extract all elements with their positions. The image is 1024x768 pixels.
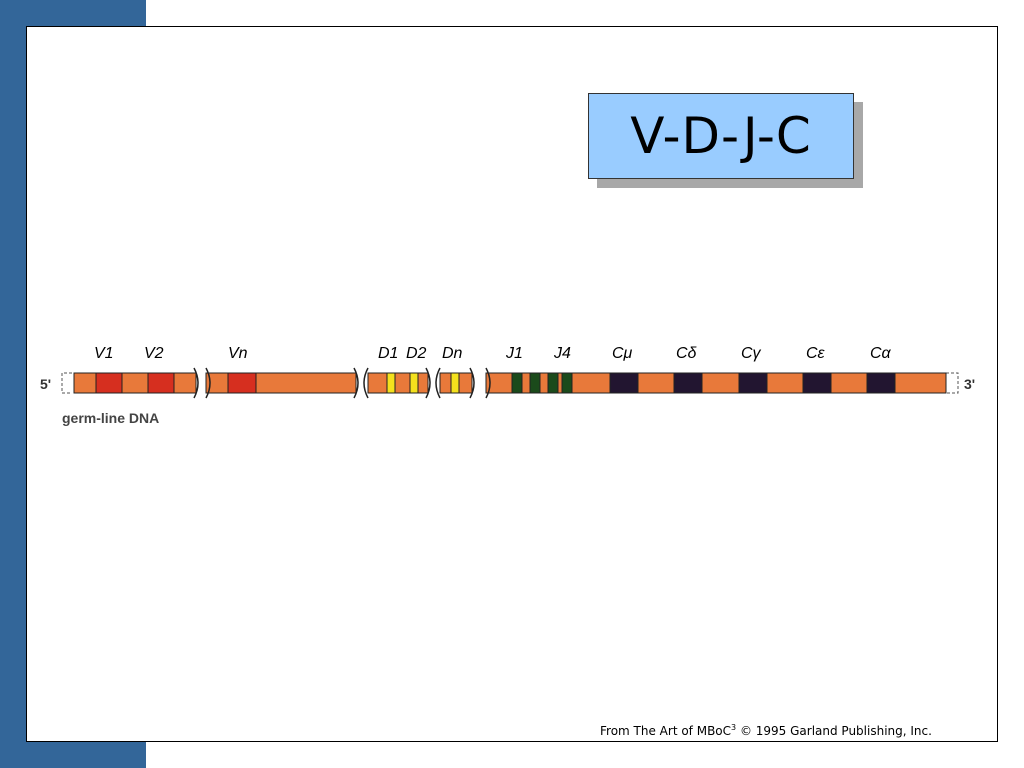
label-c-delta: Cδ	[676, 345, 698, 362]
germline-dna-diagram: V1 V2 Vn D1 D2 Dn J1 J4 Cμ Cδ Cγ Cε Cα 5…	[40, 345, 975, 426]
three-prime-label: 3'	[964, 376, 975, 392]
j1-gene-segment	[511, 372, 523, 394]
strand-break-mark	[485, 367, 491, 399]
figure-credit: From The Art of MBoC3 © 1995 Garland Pub…	[600, 723, 998, 738]
c-delta-gene-segment	[673, 372, 703, 394]
j2-gene-segment	[529, 372, 541, 394]
strand-break-mark	[425, 367, 431, 399]
label-c-mu: Cμ	[612, 345, 633, 362]
credit-suffix: © 1995 Garland Publishing, Inc.	[736, 724, 932, 738]
v1-gene-segment	[95, 372, 123, 394]
dn-gene-segment	[450, 372, 460, 394]
credit-prefix: From The Art of MBoC	[600, 724, 732, 738]
label-j1: J1	[505, 345, 523, 362]
five-prime-label: 5'	[40, 376, 51, 392]
label-c-alpha: Cα	[870, 345, 892, 362]
label-j4: J4	[553, 345, 571, 362]
slide-title: V-D-J-C	[588, 93, 854, 179]
label-dn: Dn	[442, 345, 463, 362]
strand-break-mark	[435, 367, 441, 399]
c-mu-gene-segment	[609, 372, 639, 394]
v2-gene-segment	[147, 372, 175, 394]
label-vn: Vn	[228, 345, 248, 362]
strand-break-mark	[469, 367, 475, 399]
label-c-epsilon: Cε	[806, 345, 826, 362]
strand-break-mark	[353, 367, 359, 399]
label-v2: V2	[144, 345, 164, 362]
three-prime-end-bracket	[946, 372, 959, 394]
j3-gene-segment	[547, 372, 559, 394]
strand-break-mark	[205, 367, 211, 399]
dna-strand-v-region	[73, 372, 197, 394]
c-epsilon-gene-segment	[802, 372, 832, 394]
strand-break-mark	[363, 367, 369, 399]
c-gamma-gene-segment	[738, 372, 768, 394]
five-prime-end-bracket	[61, 372, 72, 394]
label-c-gamma: Cγ	[741, 345, 762, 362]
label-d1: D1	[378, 345, 398, 362]
d2-gene-segment	[409, 372, 419, 394]
dna-strand-d-region	[367, 372, 429, 394]
label-d2: D2	[406, 345, 427, 362]
credit-superscript: 3	[731, 723, 737, 732]
vn-gene-segment	[227, 372, 257, 394]
c-alpha-gene-segment	[866, 372, 896, 394]
label-v1: V1	[94, 345, 114, 362]
d1-gene-segment	[386, 372, 396, 394]
strand-break-mark	[193, 367, 199, 399]
germline-dna-caption: germ-line DNA	[62, 410, 159, 426]
j4-gene-segment	[561, 372, 573, 394]
